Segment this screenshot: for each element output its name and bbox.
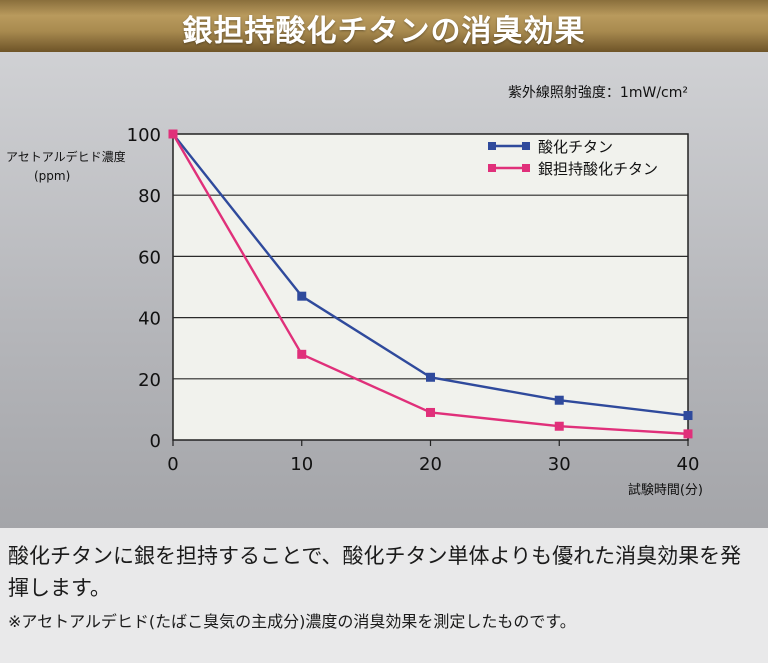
y-tick-label: 20	[138, 370, 161, 391]
x-tick-label: 20	[419, 454, 442, 475]
x-tick-label: 10	[290, 454, 313, 475]
series-2-point	[683, 429, 693, 439]
y-tick-label: 100	[127, 125, 161, 146]
x-tick-label: 30	[548, 454, 571, 475]
series-1-point	[683, 411, 693, 421]
y-tick-label: 80	[138, 186, 161, 207]
legend-swatch-marker	[488, 164, 496, 172]
legend-swatch-marker	[522, 142, 530, 150]
line-chart: 0 20 40 60 80 100 0 10 20 30 40 アセトアルデヒド濃度 (ppm) 試験時間…	[6, 85, 703, 498]
y-tick-label: 60	[138, 247, 161, 268]
series-2-point	[554, 421, 564, 431]
y-axis-unit: (ppm)	[34, 169, 70, 183]
x-tick-label: 40	[677, 454, 700, 475]
page-title: 銀担持酸化チタンの消臭効果	[182, 14, 586, 49]
x-tick-label: 0	[167, 454, 178, 475]
legend-label: 酸化チタン	[538, 138, 613, 156]
y-tick-label: 0	[150, 431, 161, 452]
chart-panel: 0 20 40 60 80 100 0 10 20 30 40 アセトアルデヒド濃度 (ppm) 試験時間…	[0, 52, 768, 528]
caption-note-text: ※アセトアルデヒド(たばこ臭気の主成分)濃度の消臭効果を測定したものです。	[8, 612, 576, 631]
legend-swatch-marker	[488, 142, 496, 150]
series-1-point	[297, 291, 307, 301]
series-1-point	[554, 395, 564, 405]
legend-label: 銀担持酸化チタン	[538, 160, 658, 178]
caption: 酸化チタンに銀を担持することで、酸化チタン単体よりも優れた消臭効果を発揮します。…	[8, 540, 760, 634]
series-2-point	[168, 129, 178, 139]
y-tick-label: 40	[138, 309, 161, 330]
y-axis-title: アセトアルデヒド濃度	[6, 149, 126, 164]
title-banner: 銀担持酸化チタンの消臭効果	[0, 0, 768, 52]
legend-swatch-marker	[522, 164, 530, 172]
x-axis-title: 試験時間(分)	[628, 482, 703, 498]
irradiance-annotation: 紫外線照射強度：1mW/cm²	[508, 85, 688, 101]
series-1-point	[426, 372, 435, 382]
series-2-point	[426, 407, 435, 417]
caption-main-text: 酸化チタンに銀を担持することで、酸化チタン単体よりも優れた消臭効果を発揮します。	[8, 544, 742, 600]
series-2-point	[297, 349, 307, 359]
plot-area	[172, 133, 689, 441]
